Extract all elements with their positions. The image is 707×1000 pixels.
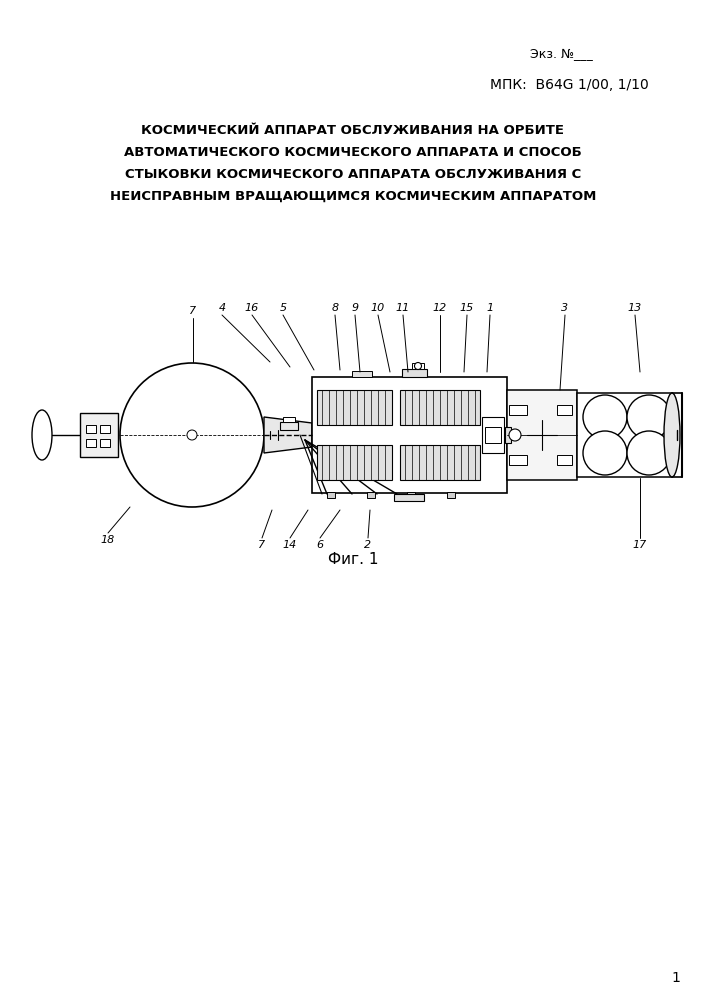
Bar <box>317 390 392 425</box>
Bar <box>447 492 455 498</box>
Bar <box>482 417 504 453</box>
Text: 14: 14 <box>283 540 297 550</box>
Text: 9: 9 <box>351 303 358 313</box>
Circle shape <box>509 429 521 441</box>
Bar <box>327 492 335 498</box>
Bar <box>507 390 577 480</box>
Text: 5: 5 <box>279 303 286 313</box>
Bar <box>509 405 527 415</box>
Text: 13: 13 <box>628 303 642 313</box>
Text: 11: 11 <box>396 303 410 313</box>
Bar <box>86 439 96 447</box>
Text: АВТОМАТИЧЕСКОГО КОСМИЧЕСКОГО АППАРАТА И СПОСОБ: АВТОМАТИЧЕСКОГО КОСМИЧЕСКОГО АППАРАТА И … <box>124 145 582 158</box>
Bar <box>402 369 427 377</box>
Bar <box>557 405 572 415</box>
Bar <box>80 413 118 457</box>
Text: 15: 15 <box>460 303 474 313</box>
Bar <box>283 417 295 422</box>
Bar <box>400 390 480 425</box>
Circle shape <box>627 431 671 475</box>
Bar <box>400 445 480 480</box>
Bar <box>367 492 375 498</box>
Text: Экз. №___: Экз. №___ <box>530 48 592 62</box>
Circle shape <box>120 363 264 507</box>
Text: 7: 7 <box>259 540 266 550</box>
Bar <box>86 425 96 433</box>
Text: 1: 1 <box>486 303 493 313</box>
Polygon shape <box>264 417 312 453</box>
Ellipse shape <box>32 410 52 460</box>
Text: КОСМИЧЕСКИЙ АППАРАТ ОБСЛУЖИВАНИЯ НА ОРБИТЕ: КОСМИЧЕСКИЙ АППАРАТ ОБСЛУЖИВАНИЯ НА ОРБИ… <box>141 123 564 136</box>
Text: МПК:  B64G 1/00, 1/10: МПК: B64G 1/00, 1/10 <box>490 78 649 92</box>
Text: СТЫКОВКИ КОСМИЧЕСКОГО АППАРАТА ОБСЛУЖИВАНИЯ С: СТЫКОВКИ КОСМИЧЕСКОГО АППАРАТА ОБСЛУЖИВА… <box>125 167 581 180</box>
Bar <box>394 494 424 501</box>
Text: 1: 1 <box>672 971 680 985</box>
Bar <box>280 422 298 430</box>
Bar <box>312 377 507 493</box>
Text: 17: 17 <box>633 540 647 550</box>
Bar <box>100 439 110 447</box>
Circle shape <box>583 431 627 475</box>
Text: 6: 6 <box>317 540 324 550</box>
Text: 16: 16 <box>245 303 259 313</box>
Text: 7: 7 <box>189 306 197 316</box>
Circle shape <box>627 395 671 439</box>
Ellipse shape <box>664 393 680 477</box>
Bar <box>317 445 392 480</box>
Circle shape <box>583 395 627 439</box>
Bar <box>505 427 511 443</box>
Text: 10: 10 <box>371 303 385 313</box>
Bar <box>352 371 372 377</box>
Text: 3: 3 <box>561 303 568 313</box>
Bar <box>100 425 110 433</box>
Text: Фиг. 1: Фиг. 1 <box>328 552 378 568</box>
Circle shape <box>187 430 197 440</box>
Bar <box>509 455 527 465</box>
Text: 2: 2 <box>364 540 372 550</box>
Text: НЕИСПРАВНЫМ ВРАЩАЮЩИМСЯ КОСМИЧЕСКИМ АППАРАТОМ: НЕИСПРАВНЫМ ВРАЩАЮЩИМСЯ КОСМИЧЕСКИМ АППА… <box>110 190 596 202</box>
Bar <box>407 492 415 498</box>
Text: 18: 18 <box>101 535 115 545</box>
Text: 4: 4 <box>218 303 226 313</box>
Bar <box>557 455 572 465</box>
Bar <box>485 427 501 443</box>
Bar <box>412 363 424 369</box>
Text: 8: 8 <box>332 303 339 313</box>
Text: 12: 12 <box>433 303 447 313</box>
Bar <box>577 393 672 477</box>
Circle shape <box>414 362 421 369</box>
